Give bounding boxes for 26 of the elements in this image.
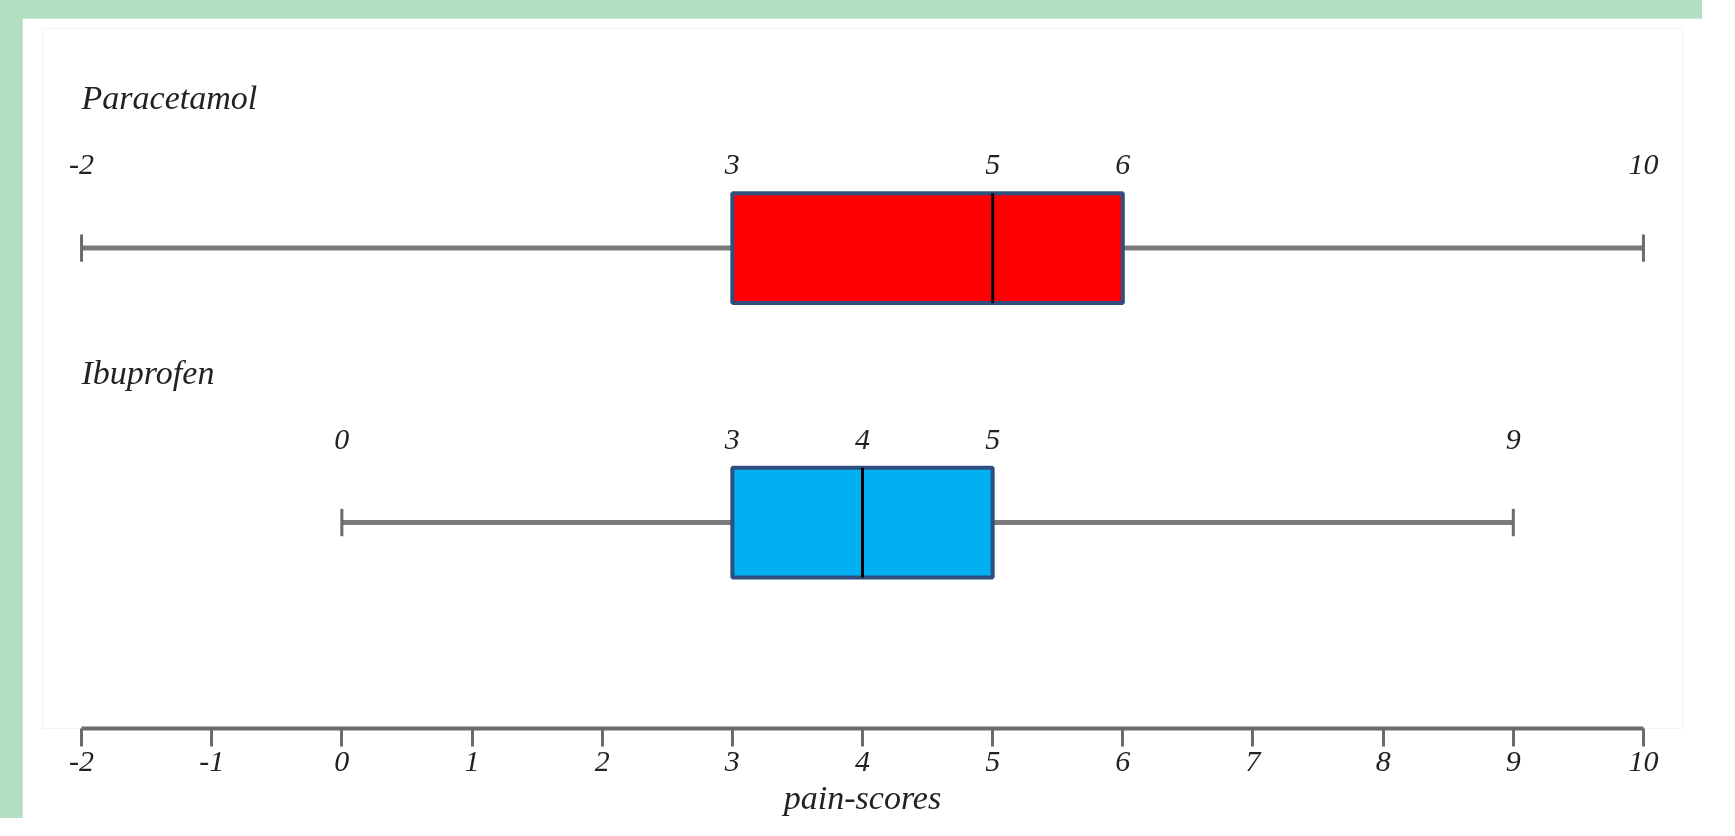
x-axis-title: pain-scores <box>781 778 942 816</box>
annotation: 5 <box>985 421 1001 455</box>
x-tick-label: 2 <box>594 743 610 777</box>
x-tick-label: 5 <box>985 743 1001 777</box>
x-tick-label: -2 <box>69 743 95 777</box>
annotation: 0 <box>334 421 350 455</box>
annotation: 3 <box>723 146 740 180</box>
annotation: 6 <box>1115 146 1131 180</box>
x-tick-label: 8 <box>1375 743 1391 777</box>
x-tick-label: 4 <box>855 743 870 777</box>
annotation: 5 <box>985 146 1001 180</box>
annotation: -2 <box>69 146 95 180</box>
x-tick-label: 3 <box>723 743 740 777</box>
y-tick-label: Paracetamol <box>80 79 258 117</box>
annotation: 9 <box>1505 421 1521 455</box>
x-tick-label: -1 <box>199 743 225 777</box>
annotation: 10 <box>1628 146 1659 180</box>
annotation: 3 <box>723 421 740 455</box>
x-tick-label: 1 <box>464 743 480 777</box>
y-tick-label: Ibuprofen <box>80 353 215 391</box>
x-tick-label: 9 <box>1505 743 1521 777</box>
x-tick-label: 10 <box>1628 743 1659 777</box>
x-tick-label: 0 <box>334 743 350 777</box>
annotation: 4 <box>855 421 870 455</box>
x-tick-label: 7 <box>1245 743 1263 777</box>
x-tick-label: 6 <box>1115 743 1131 777</box>
